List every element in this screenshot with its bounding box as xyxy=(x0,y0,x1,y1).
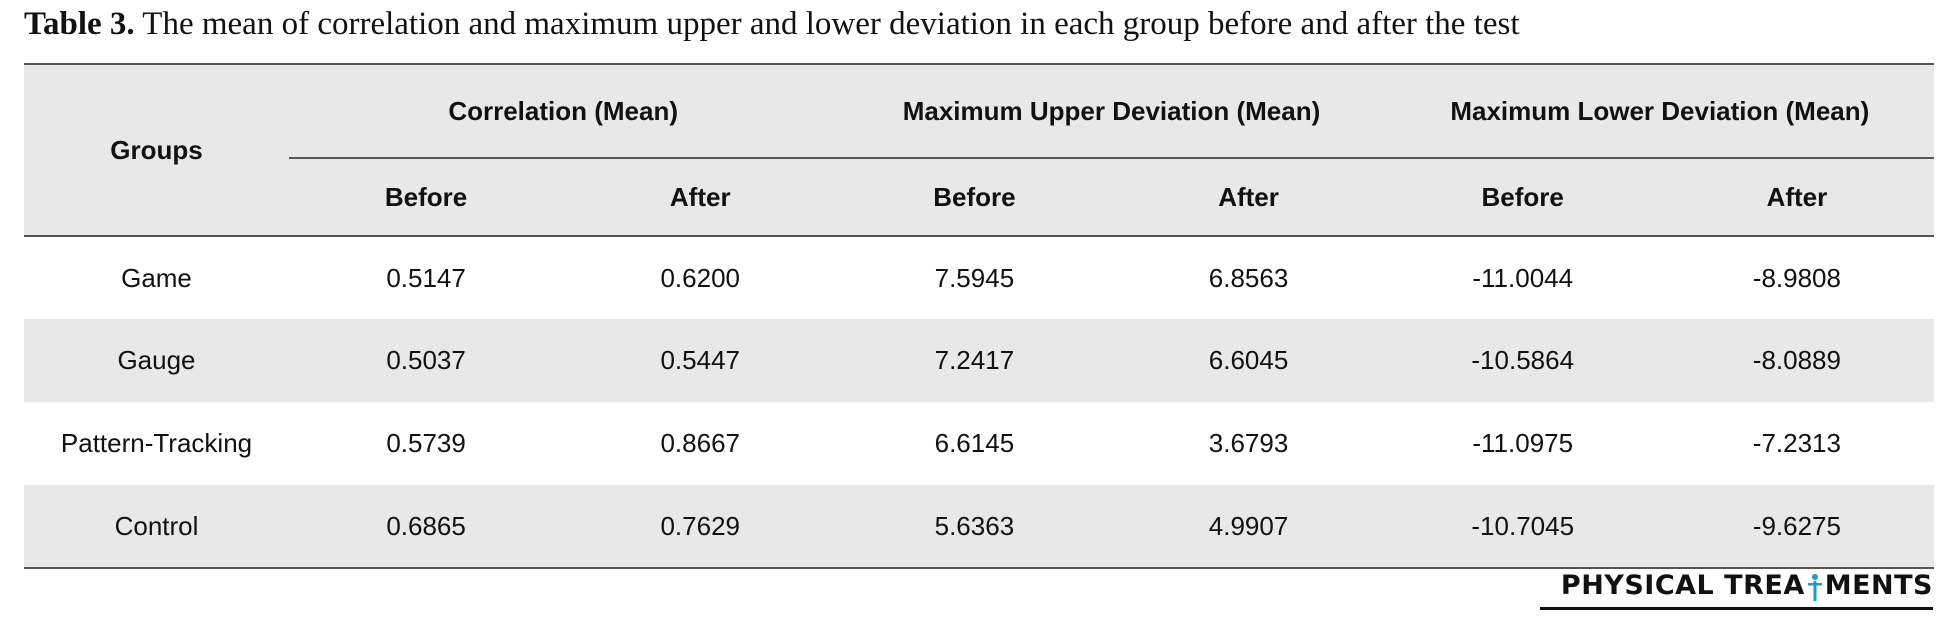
sub-header-after: After xyxy=(1659,158,1934,237)
sub-header-after: After xyxy=(563,158,838,237)
value-cell: 7.5945 xyxy=(934,262,1015,293)
value-cell: -11.0044 xyxy=(1472,262,1574,293)
header-row-before-after: Before After Before After Before After xyxy=(24,158,1934,237)
max-lower-deviation-header: Maximum Lower Deviation (Mean) xyxy=(1385,63,1934,159)
results-table: Groups Correlation (Mean) Maximum Upper … xyxy=(24,63,1934,569)
value-cell: 6.6045 xyxy=(1111,319,1386,402)
value-cell: -8.9808 xyxy=(1752,262,1841,293)
journal-logo-text-end: MENTS xyxy=(1824,570,1933,601)
value-cell: 3.6793 xyxy=(1208,428,1289,458)
table-caption-label: Table 3. xyxy=(24,6,135,42)
sub-header-before: Before xyxy=(289,158,564,237)
value-cell: 0.5739 xyxy=(386,428,466,458)
value-cell: -10.7045 xyxy=(1385,485,1660,569)
value-cell: 0.5447 xyxy=(563,319,838,402)
value-cell: 4.9907 xyxy=(1111,485,1386,569)
value-cell: -11.0975 xyxy=(1472,428,1574,458)
table-caption-text: The mean of correlation and maximum uppe… xyxy=(134,6,1520,42)
table-body: Game 0.5147 0.6200 7.5945 6.8563 -11.004… xyxy=(24,236,1934,569)
value-cell: 0.7629 xyxy=(563,485,838,569)
groups-column-header: Groups xyxy=(24,63,289,237)
group-name-cell: Gauge xyxy=(24,319,289,402)
value-cell: 5.6363 xyxy=(837,485,1112,569)
group-name-cell: Game xyxy=(121,262,192,293)
value-cell: 0.8667 xyxy=(660,428,740,458)
value-cell: 0.5147 xyxy=(386,262,466,293)
journal-logo: PHYSICAL TREA MENTS xyxy=(1561,571,1933,601)
journal-logo-underline xyxy=(1540,607,1933,610)
value-cell: 0.5037 xyxy=(289,319,564,402)
value-cell: 0.6200 xyxy=(660,262,740,293)
value-cell: 6.6145 xyxy=(934,428,1015,458)
person-figure-icon-svg xyxy=(1807,574,1822,601)
sub-header-before: Before xyxy=(1385,158,1660,237)
table-row: Pattern-Tracking 0.5739 0.8667 6.6145 3.… xyxy=(24,402,1934,485)
group-name-cell: Control xyxy=(24,485,289,569)
value-cell: -8.0889 xyxy=(1659,319,1934,402)
value-cell: 6.8563 xyxy=(1208,262,1289,293)
table-row: Game 0.5147 0.6200 7.5945 6.8563 -11.004… xyxy=(24,236,1934,319)
value-cell: 0.6865 xyxy=(289,485,564,569)
journal-logo-text-start: PHYSICAL TREA xyxy=(1560,570,1805,601)
table-row: Gauge 0.5037 0.5447 7.2417 6.6045 -10.58… xyxy=(24,319,1934,402)
group-name-cell: Pattern-Tracking xyxy=(60,428,253,458)
table-header: Groups Correlation (Mean) Maximum Upper … xyxy=(24,63,1934,237)
results-table-container: Groups Correlation (Mean) Maximum Upper … xyxy=(24,63,1934,569)
table-caption: Table 3. The mean of correlation and max… xyxy=(24,2,1520,46)
person-figure-icon xyxy=(1806,573,1824,601)
value-cell: -10.5864 xyxy=(1385,319,1660,402)
sub-header-before: Before xyxy=(837,158,1112,237)
max-upper-deviation-header: Maximum Upper Deviation (Mean) xyxy=(837,63,1386,159)
table-row: Control 0.6865 0.7629 5.6363 4.9907 -10.… xyxy=(24,485,1934,569)
value-cell: -9.6275 xyxy=(1659,485,1934,569)
correlation-header: Correlation (Mean) xyxy=(289,63,838,159)
value-cell: 7.2417 xyxy=(837,319,1112,402)
sub-header-after: After xyxy=(1111,158,1386,237)
header-row-groups: Groups Correlation (Mean) Maximum Upper … xyxy=(24,63,1934,237)
value-cell: -7.2313 xyxy=(1752,428,1841,458)
